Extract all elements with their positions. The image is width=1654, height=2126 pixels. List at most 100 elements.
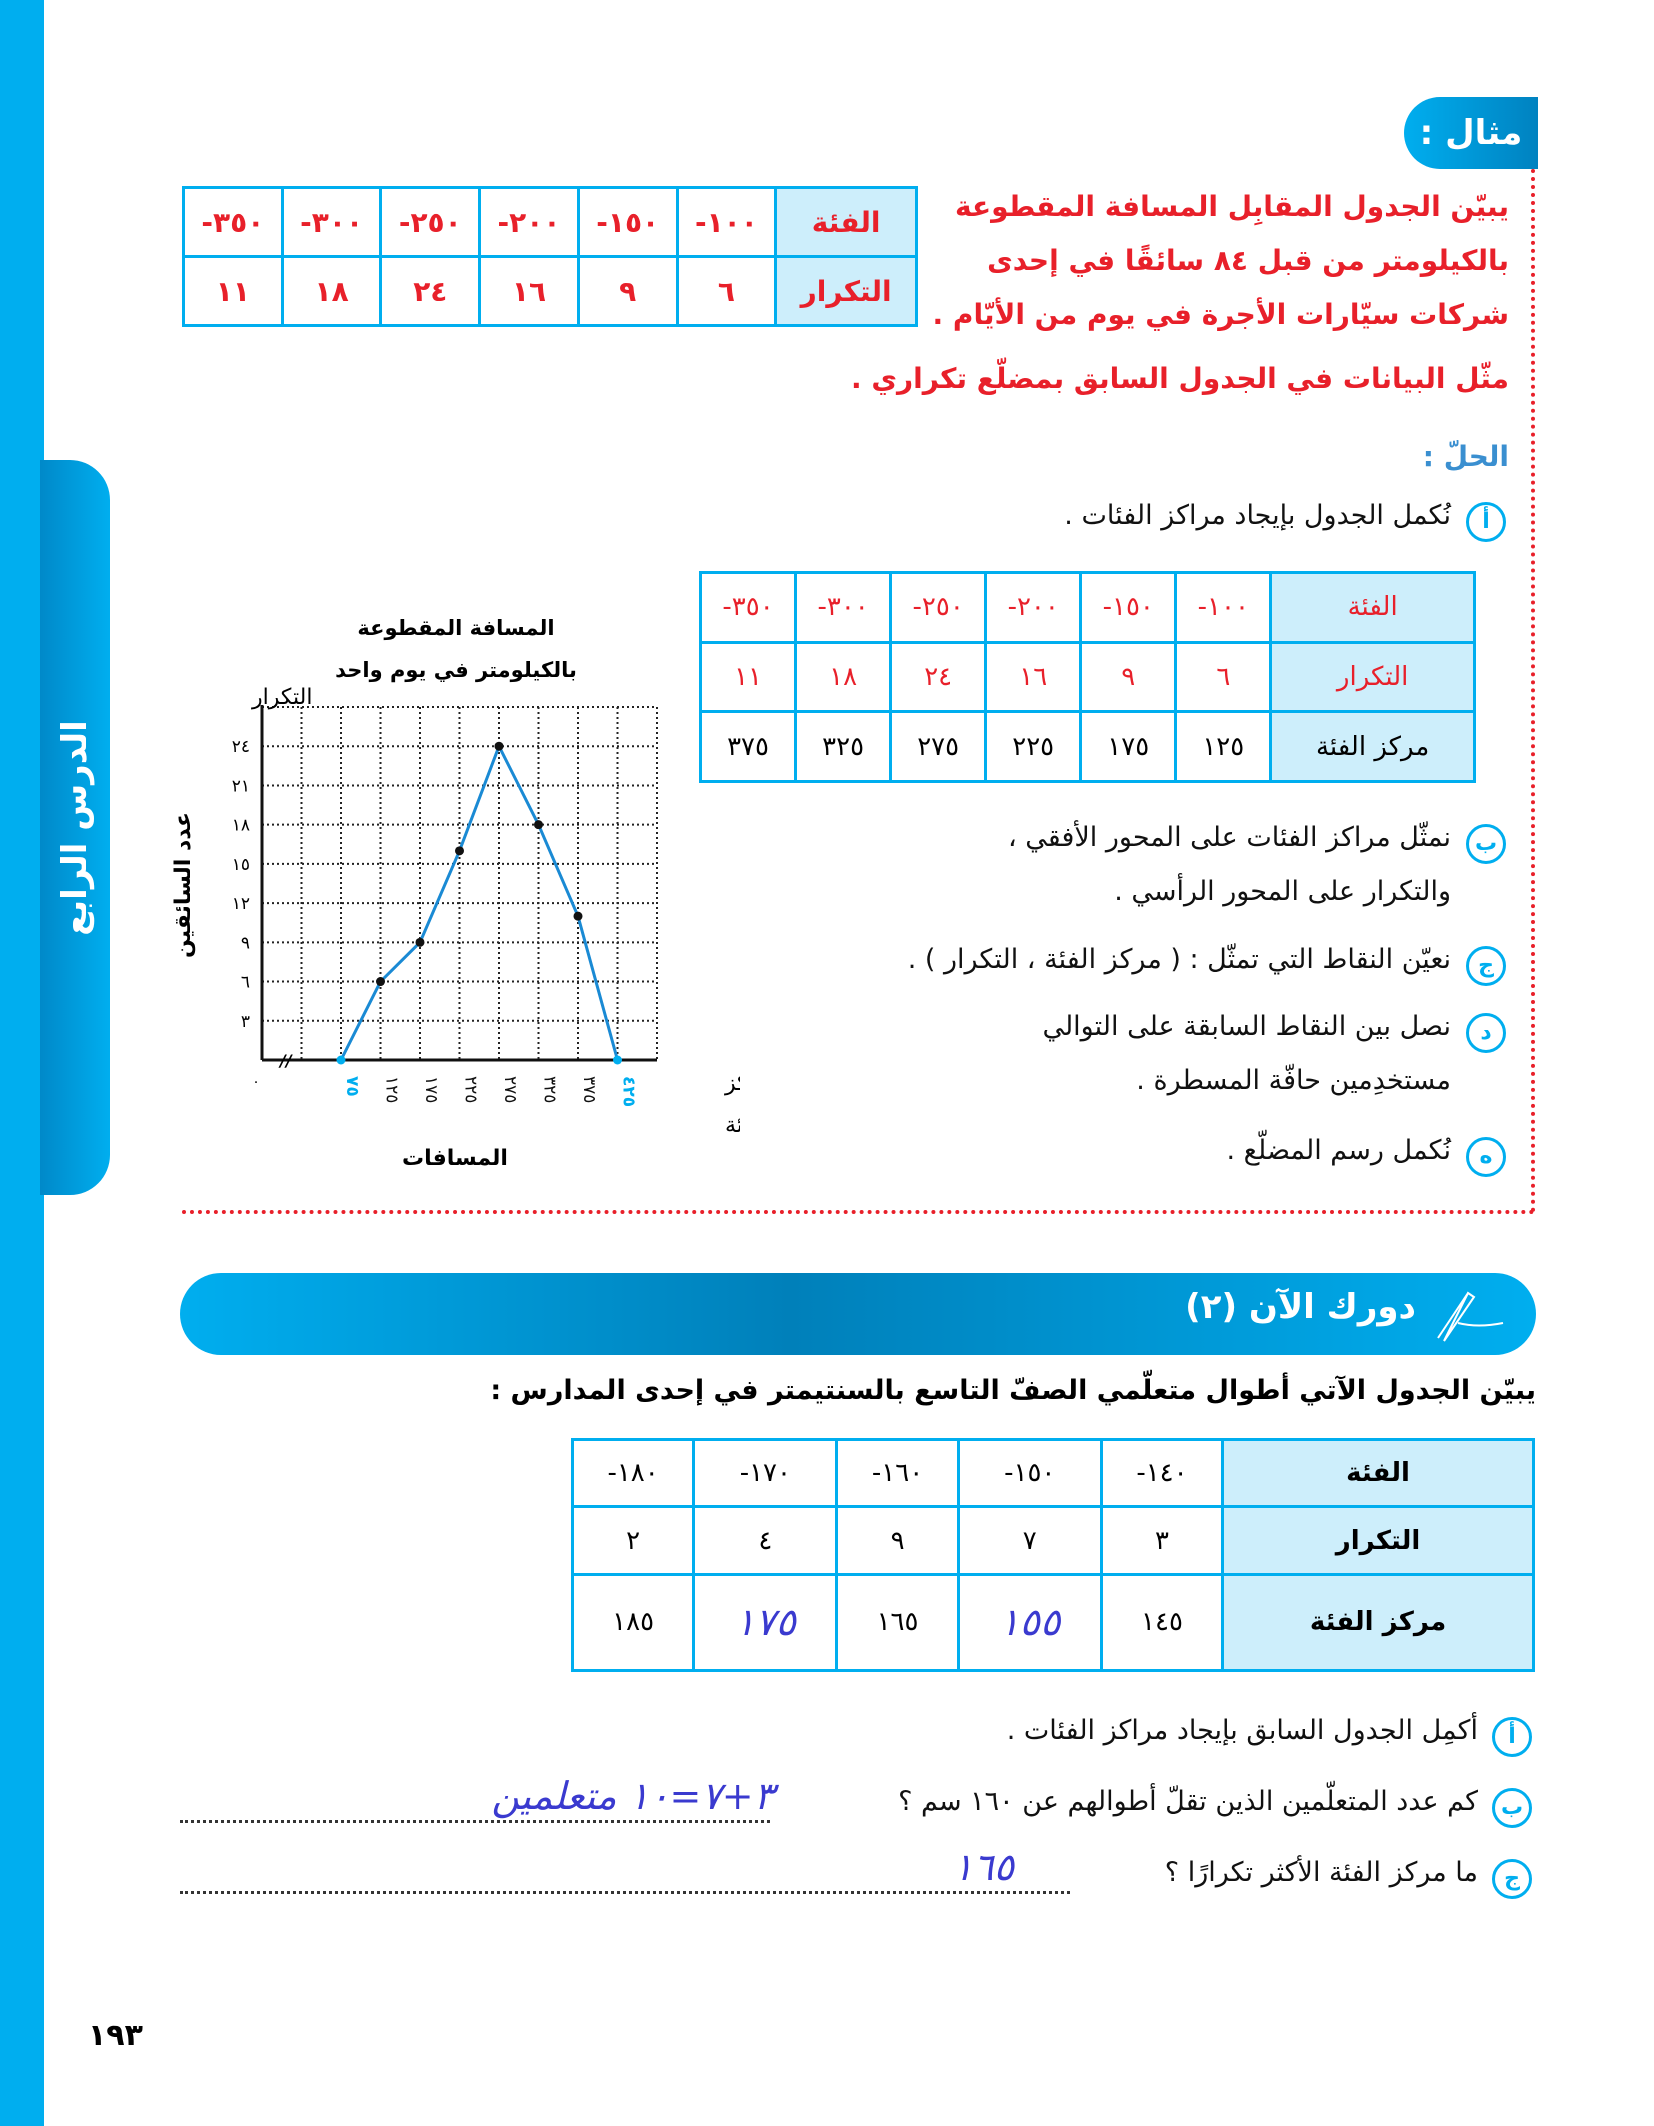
polygon-line (339, 742, 619, 1061)
table-cell-text: ١٦ (511, 274, 547, 308)
table-cell-text: -٢٠٠ (1007, 592, 1059, 623)
table-cell-text: -١٠٠ (694, 205, 758, 239)
data-point (613, 1055, 622, 1065)
table-cell-text: ٢ (626, 1525, 641, 1556)
table-cell: ١٦ (478, 255, 580, 327)
page-number: ١٩٣ (88, 2018, 143, 2053)
answer-line[interactable] (180, 1891, 1070, 1894)
row-header: مركز الفئة (1221, 1572, 1535, 1673)
table-cell-text: ١٨٥ (612, 1607, 655, 1638)
step-marker: ه (1466, 1137, 1506, 1177)
table-cell-text: ٢٤ (924, 661, 953, 692)
y-axis-top-label: التكرار (251, 685, 312, 710)
table-cell: ١١ (698, 640, 798, 714)
row-header: التكرار (774, 255, 918, 327)
step-marker: ب (1466, 824, 1506, 864)
step-marker: ج (1466, 946, 1506, 986)
table-cell-text: ١٧٥ (1107, 731, 1150, 762)
table-cell-text: ٢٢٥ (1012, 731, 1055, 762)
table-cell: ٩ (835, 1505, 960, 1576)
table-cell-text: ٩ (619, 274, 637, 308)
table-row: الفئة -١٤٠ -١٥٠ -١٦٠ -١٧٠ -١٨٠ (570, 1437, 1535, 1509)
table-cell: ٩ (576, 255, 679, 327)
table-row: الفئة -١٠٠ -١٥٠ -٢٠٠ -٢٥٠ -٣٠٠ -٣٥٠ (182, 186, 918, 258)
data-point (534, 820, 543, 830)
table-cell-text: -٢٠٠ (497, 205, 561, 239)
table-cell-text: ١٢٥ (1202, 731, 1245, 762)
origin-label: ٠ (252, 1074, 260, 1090)
table-cell-text: ٢٧٥ (917, 731, 960, 762)
answer-line[interactable] (180, 1820, 770, 1823)
table-cell-text: ١٥٥ (999, 1600, 1061, 1645)
step-text: نُكمل رسم المضلّع . (1226, 1135, 1451, 1166)
table-cell-text: ١١ (215, 274, 250, 308)
table-row: التكرار ٣ ٧ ٩ ٤ ٢ (570, 1505, 1535, 1576)
table-cell: ١٨ (794, 640, 893, 714)
table-cell-text: -١٨٠ (607, 1458, 659, 1489)
table-cell: -٢٥٠ (379, 186, 482, 258)
x-tick-label: ٢٢٥ (461, 1076, 481, 1103)
table-cell: ١٧٥ (1079, 710, 1178, 783)
table-cell: -١٥٠ (1079, 571, 1178, 644)
x-tick-label: ٤٢٥ (619, 1076, 639, 1107)
table-cell: ١٦ (984, 640, 1083, 714)
example-line: يبيّن الجدول المقابِل المسافة المقطوعة (955, 190, 1509, 223)
table-cell-text: ٩ (890, 1525, 905, 1556)
item-marker: أ (1492, 1717, 1532, 1757)
data-point (376, 977, 385, 987)
table-cell: -١٦٠ (835, 1437, 960, 1509)
table-cell: ٩ (1079, 640, 1178, 714)
practice-banner-title: دورك الآن (٢) (1185, 1287, 1416, 1327)
row-header: الفئة (774, 186, 918, 258)
table-cell-text: ٩ (1121, 661, 1136, 692)
table-cell: ٢ (570, 1505, 696, 1576)
item-marker: ج (1492, 1859, 1532, 1899)
table-cell: -٣٥٠ (182, 186, 284, 258)
table-cell-text: ٣ (1154, 1525, 1169, 1556)
handwritten-answer: ١٦٥ (952, 1845, 1014, 1889)
table-cell-text: ٣٧٥ (727, 731, 769, 762)
table-cell-text: -١٧٠ (739, 1458, 791, 1489)
table-cell: -١٤٠ (1099, 1437, 1225, 1509)
table-cell: ١٨٥ (570, 1572, 696, 1673)
data-point (336, 1055, 346, 1065)
y-tick-label: ٩ (241, 933, 250, 953)
row-header: التكرار (1221, 1505, 1535, 1576)
table-cell-text: ٦ (717, 274, 735, 308)
example-line: بالكيلومتر من قبل ٨٤ سائقًا في إحدى (987, 244, 1509, 277)
table-cell-text: -٢٥٠ (398, 205, 462, 239)
row-header-text: التكرار (1335, 1525, 1421, 1556)
example-border-bottom (182, 1210, 1535, 1214)
table-cell: ٢٢٥ (984, 710, 1083, 783)
table-cell: ٤ (692, 1505, 839, 1576)
y-tick-label: ١٥ (232, 855, 250, 875)
table-cell: ١١ (182, 255, 284, 327)
table-cell: -١٥٠ (576, 186, 679, 258)
table-cell-text: ٣٢٥ (822, 731, 865, 762)
table-cell-text: -١٥٠ (596, 205, 660, 239)
data-point (573, 911, 583, 921)
x-tick-label: ١٧٥ (421, 1076, 441, 1103)
item-text: أكمِل الجدول السابق بإيجاد مراكز الفئات … (1006, 1715, 1478, 1746)
step-text: والتكرار على المحور الرأسي . (1114, 876, 1451, 907)
data-point (494, 741, 504, 751)
x-tick-label: ٣٧٥ (579, 1076, 599, 1103)
y-tick-label: ٦ (241, 973, 250, 993)
table-cell: ٢٧٥ (889, 710, 988, 783)
side-strip (0, 0, 44, 2126)
lesson-tab: الدرس الرابع (40, 460, 110, 1195)
y-tick-label: ٣ (241, 1012, 250, 1032)
table-cell-text: -٢٥٠ (912, 592, 964, 623)
example-border-right (1531, 169, 1535, 1213)
table-cell: -١٠٠ (675, 186, 778, 258)
row-header: مركز الفئة (1269, 710, 1476, 783)
example-table: الفئة -١٠٠ -١٥٠ -٢٠٠ -٢٥٠ -٣٠٠ -٣٥٠ التكرار ٦ ٩ ١٦… (182, 186, 918, 327)
row-header-text: التكرار (800, 274, 892, 308)
table-cell: -٣٠٠ (794, 571, 893, 644)
example-line: شركات سيّارات الأجرة في يوم من الأيّام . (932, 298, 1509, 331)
table-cell: -٢٠٠ (478, 186, 580, 258)
y-tick-label: ٢١ (232, 776, 250, 796)
solution-table: الفئة -١٠٠ -١٥٠ -٢٠٠ -٢٥٠ -٣٠٠ -٣٥٠ التكرار ٦ ٩ ١٦… (698, 571, 1476, 783)
table-cell: ١٧٥ (692, 1572, 839, 1673)
table-cell: -١٨٠ (570, 1437, 696, 1509)
